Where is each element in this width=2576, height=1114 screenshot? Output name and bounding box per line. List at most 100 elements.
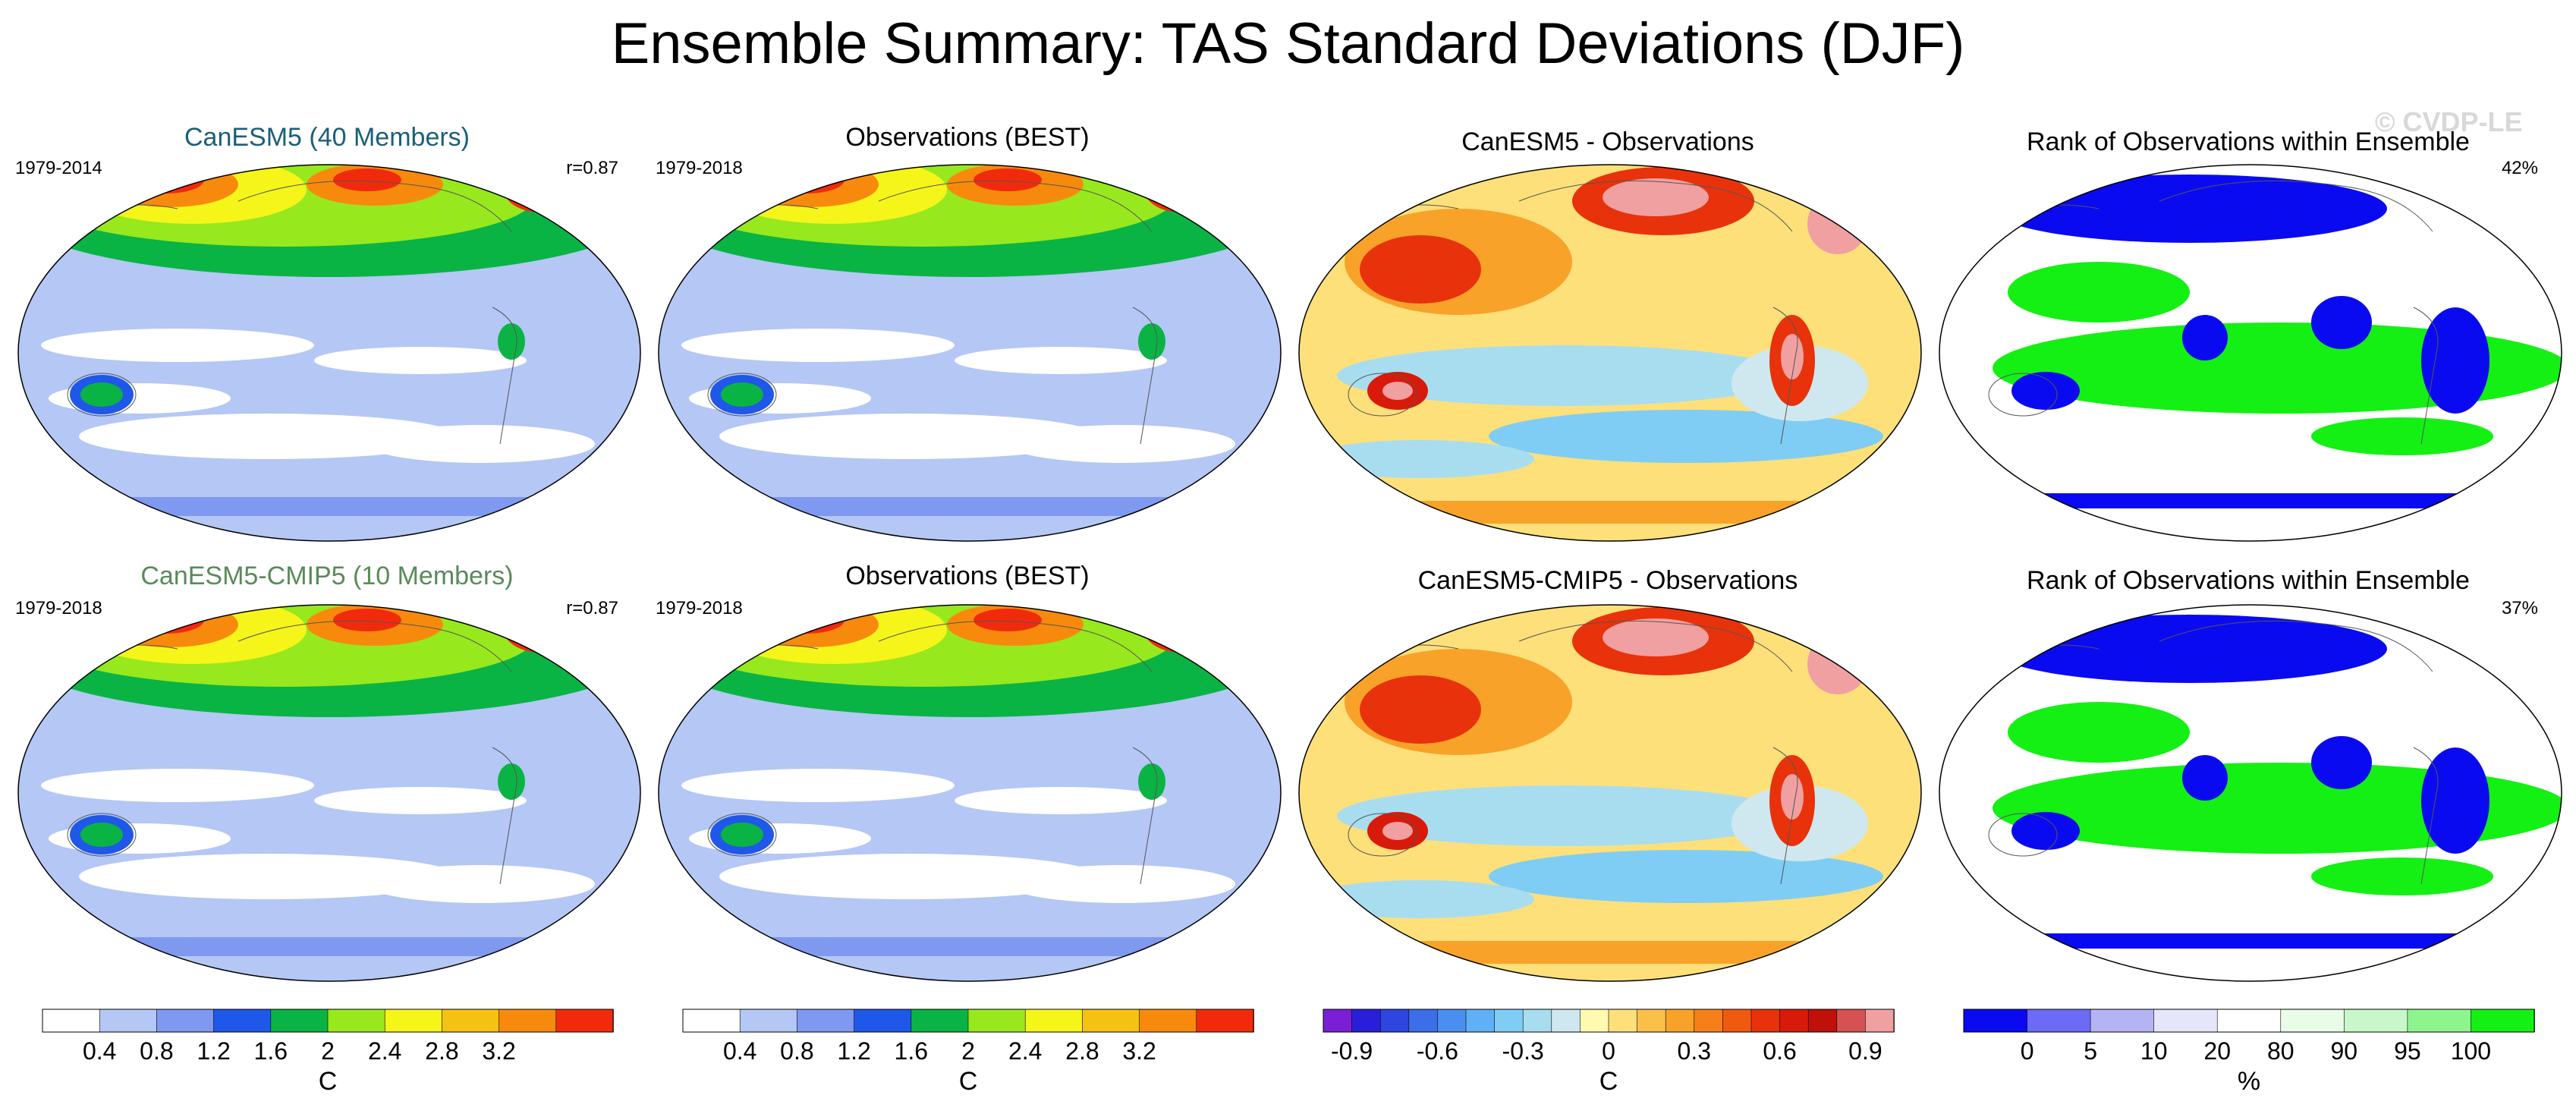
colorbar-tick-label: -0.9 xyxy=(1331,1037,1373,1065)
colorbar-border xyxy=(1323,1009,1895,1033)
panel-1-years: 1979-2014 xyxy=(15,158,102,178)
colorbar-swatch xyxy=(1494,1009,1524,1033)
colorbar-tick-label: 1.2 xyxy=(837,1037,870,1065)
colorbar-tick-label: 5 xyxy=(2084,1037,2097,1065)
colorbar-swatch xyxy=(1522,1009,1552,1033)
colorbar-unit: C xyxy=(319,1067,338,1096)
panel-4-percent: 42% xyxy=(2501,158,2538,178)
colorbar-tick-label: 0.4 xyxy=(83,1037,116,1065)
colorbar-swatch xyxy=(1408,1009,1439,1033)
map-outline xyxy=(1939,164,2562,542)
colorbar-tick-label: 2.8 xyxy=(425,1037,458,1065)
colorbar-swatch xyxy=(1722,1009,1752,1033)
colorbar-swatch xyxy=(327,1009,385,1033)
colorbar-swatch xyxy=(1024,1009,1084,1033)
colorbar-swatch xyxy=(499,1009,557,1033)
colorbar-tick-label: 0.8 xyxy=(140,1037,173,1065)
colorbar-swatch xyxy=(1637,1009,1667,1033)
colorbar-tick-label: 2.4 xyxy=(1008,1037,1042,1065)
colorbar-swatch xyxy=(1694,1009,1724,1033)
panel-5-map xyxy=(17,604,641,982)
colorbar-swatch xyxy=(1865,1009,1895,1033)
colorbar-swatch xyxy=(1323,1009,1353,1033)
colorbar-swatch xyxy=(1963,1009,2028,1033)
colorbar-std-2: 0.4 0.8 1.2 1.6 2 2.4 2.8 3.2 C xyxy=(682,1009,1254,1096)
colorbar-tick-label: 0 xyxy=(2021,1037,2034,1065)
colorbar-unit: C xyxy=(1599,1067,1618,1096)
colorbar-swatch xyxy=(1437,1009,1467,1033)
colorbar-swatch xyxy=(854,1009,912,1033)
panel-1-map xyxy=(17,164,641,542)
colorbar-swatch xyxy=(1379,1009,1410,1033)
colorbar-swatch xyxy=(1139,1009,1197,1033)
colorbar-swatch xyxy=(2090,1009,2155,1033)
panel-4-title: Rank of Observations within Ensemble xyxy=(2027,127,2470,156)
colorbar-swatch xyxy=(384,1009,443,1033)
colorbar-swatch xyxy=(1779,1009,1809,1033)
panel-8-map xyxy=(1939,604,2562,982)
colorbar-rank: 0 5 10 20 80 90 95 100% xyxy=(1963,1009,2535,1096)
colorbar-swatch xyxy=(213,1009,272,1033)
panel-4-map xyxy=(1939,164,2562,542)
panel-2-title: Observations (BEST) xyxy=(845,123,1090,152)
colorbar-swatch xyxy=(739,1009,798,1033)
colorbar-swatch xyxy=(156,1009,215,1033)
colorbar-tick-label: 0.3 xyxy=(1678,1037,1711,1065)
map-outline xyxy=(1939,604,2562,982)
panel-5-title: CanESM5-CMIP5 (10 Members) xyxy=(140,562,514,590)
colorbar-swatch xyxy=(2153,1009,2219,1033)
colorbar-swatch xyxy=(797,1009,855,1033)
colorbar-unit: % xyxy=(2238,1067,2260,1096)
colorbar-swatch xyxy=(42,1009,100,1033)
colorbar-swatch xyxy=(442,1009,500,1033)
colorbar-tick-label: 100 xyxy=(2451,1037,2491,1065)
watermark: © CVDP-LE xyxy=(2375,106,2523,137)
colorbar-swatch xyxy=(682,1009,741,1033)
panel-2-map xyxy=(658,164,1282,542)
colorbar-swatch xyxy=(1551,1009,1581,1033)
colorbar-swatch xyxy=(270,1009,329,1033)
panel-2-years: 1979-2018 xyxy=(656,158,743,178)
colorbar-tick-label: 95 xyxy=(2394,1037,2421,1065)
colorbar-tick-label: 2 xyxy=(321,1037,335,1065)
colorbar-tick-label: 10 xyxy=(2140,1037,2168,1065)
colorbar-border xyxy=(682,1009,1254,1033)
colorbar-tick-label: -0.3 xyxy=(1502,1037,1544,1065)
colorbar-swatch xyxy=(555,1009,614,1033)
panel-6-title: Observations (BEST) xyxy=(845,562,1090,590)
coastlines xyxy=(681,620,1158,885)
colorbar-tick-label: 1.6 xyxy=(254,1037,288,1065)
colorbar-tick-label: 3.2 xyxy=(1122,1037,1156,1065)
colorbar-swatch xyxy=(2344,1009,2408,1033)
colorbar-tick-label: 0.6 xyxy=(1763,1037,1796,1065)
colorbar-tick-label: 90 xyxy=(2331,1037,2358,1065)
colorbar-tick-label: 0.9 xyxy=(1848,1037,1882,1065)
colorbar-tick-label: 3.2 xyxy=(482,1037,515,1065)
colorbar-unit: C xyxy=(959,1067,978,1096)
colorbar-swatch xyxy=(1465,1009,1496,1033)
colorbar-tick-label: 1.2 xyxy=(197,1037,230,1065)
colorbar-diff: -0.9 -0.6 -0.3 0 0.3 0.6 0.9 C xyxy=(1323,1009,1895,1096)
colorbar-swatch xyxy=(911,1009,969,1033)
colorbar-swatch xyxy=(1807,1009,1838,1033)
colorbar-swatch xyxy=(1665,1009,1695,1033)
panel-7-title: CanESM5-CMIP5 - Observations xyxy=(1417,566,1798,595)
colorbar-swatch xyxy=(967,1009,1026,1033)
panel-3-title: CanESM5 - Observations xyxy=(1461,127,1754,156)
figure-title: Ensemble Summary: TAS Standard Deviation… xyxy=(611,11,1965,76)
colorbar-swatch xyxy=(2216,1009,2282,1033)
colorbar-swatch xyxy=(2471,1009,2535,1033)
colorbar-swatch xyxy=(1608,1009,1638,1033)
panel-1-title: CanESM5 (40 Members) xyxy=(184,123,470,152)
panel-5-correlation: r=0.87 xyxy=(566,598,618,618)
panel-6-map xyxy=(658,604,1282,982)
colorbar-swatch xyxy=(2280,1009,2345,1033)
panel-8-title: Rank of Observations within Ensemble xyxy=(2027,566,2470,595)
colorbar-tick-label: 2.4 xyxy=(368,1037,401,1065)
panel-6-years: 1979-2018 xyxy=(656,598,743,618)
colorbar-tick-label: 2 xyxy=(961,1037,975,1065)
colorbar-swatch xyxy=(2027,1009,2091,1033)
colorbar-swatch xyxy=(2407,1009,2472,1033)
colorbar-swatch xyxy=(1750,1009,1781,1033)
colorbar-tick-label: 0.8 xyxy=(780,1037,813,1065)
